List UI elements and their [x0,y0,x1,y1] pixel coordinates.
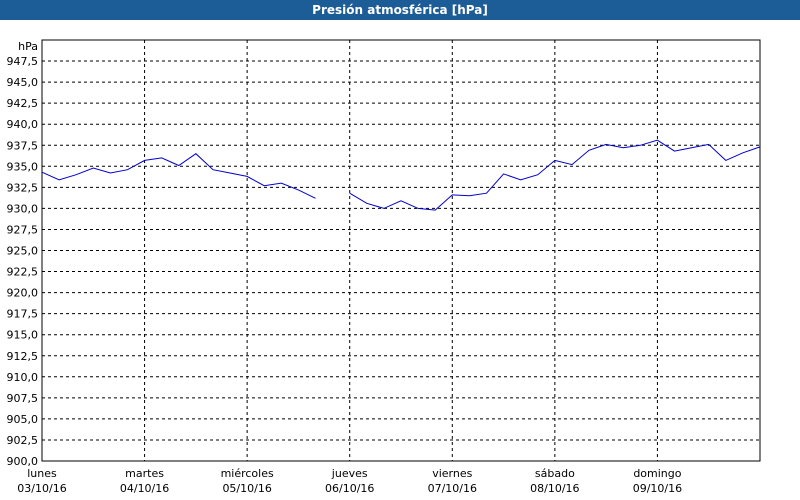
y-tick-label: 912,5 [7,350,39,363]
x-tick-label: 04/10/16 [120,482,169,495]
y-unit: hPa [18,40,38,53]
x-tick-label: domingo [633,467,681,480]
y-tick-label: 922,5 [7,266,39,279]
y-tick-label: 945,0 [7,76,39,89]
y-tick-label: 902,5 [7,434,39,447]
y-tick-label: 910,0 [7,371,39,384]
y-tick-label: 940,0 [7,118,39,131]
plot-frame [41,39,761,462]
x-tick-label: 06/10/16 [325,482,374,495]
title-bar [0,0,800,20]
x-tick-label: miércoles [221,467,274,480]
x-tick-label: martes [125,467,164,480]
x-tick-label: sábado [535,467,575,480]
y-tick-label: 907,5 [7,392,39,405]
y-tick-label: 937,5 [7,139,39,152]
x-tick-label: 07/10/16 [428,482,477,495]
y-tick-label: 905,0 [7,413,39,426]
pressure-line [41,139,761,211]
x-tick-label: viernes [432,467,472,480]
y-tick-label: 935,0 [7,160,39,173]
y-tick-label: 915,0 [7,329,39,342]
y-tick-label: 932,5 [7,181,39,194]
x-tick-label: 03/10/16 [17,482,66,495]
chart-title: Presión atmosférica [hPa] [312,3,488,17]
y-tick-label: 930,0 [7,202,39,215]
y-tick-label: 900,0 [7,455,39,468]
x-tick-label: jueves [331,467,368,480]
x-tick-label: 05/10/16 [222,482,271,495]
y-tick-label: 925,0 [7,245,39,258]
x-tick-label: 09/10/16 [633,482,682,495]
x-tick-label: 08/10/16 [530,482,579,495]
x-tick-label: lunes [27,467,57,480]
y-tick-label: 927,5 [7,223,39,236]
y-tick-label: 947,5 [7,55,39,68]
y-tick-label: 920,0 [7,287,39,300]
y-tick-label: 917,5 [7,308,39,321]
y-tick-label: 942,5 [7,97,39,110]
